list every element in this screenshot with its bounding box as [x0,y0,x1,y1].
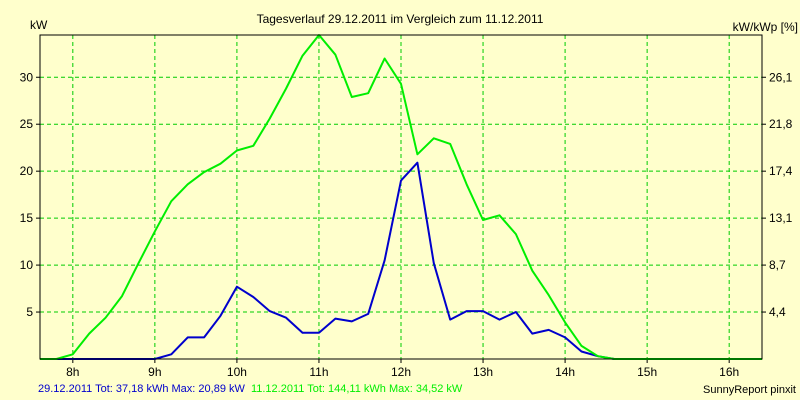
y-tick-label: 5 [26,305,33,319]
y-tick-label: 25 [20,117,34,131]
footer-credit: SunnyReport pinxit [703,384,796,396]
chart-title: Tagesverlauf 29.12.2011 im Vergleich zum… [257,12,544,26]
y-tick-label: 15 [20,211,34,225]
y2-tick-label: 17,4 [769,164,793,178]
y-tick-label: 20 [20,164,34,178]
x-tick-label: 16h [719,365,739,379]
footer-legend: 29.12.2011 Tot: 37,18 kWh Max: 20,89 kW … [38,383,463,395]
x-tick-label: 9h [148,365,161,379]
y-axis-left-label: kW [30,18,48,32]
x-tick-label: 8h [66,365,79,379]
y2-tick-label: 26,1 [769,70,793,84]
x-tick-label: 14h [555,365,575,379]
x-tick-label: 15h [637,365,657,379]
tick-labels: 8h 9h 10h 11h 12h 13h 14h 15h 16h 5 10 15 20 25 30 4,4 8… [20,70,793,379]
y-tick-label: 10 [20,258,34,272]
legend-entry-series-2: 11.12.2011 Tot: 144,11 kWh Max: 34,52 kW [251,383,463,395]
x-tick-label: 13h [473,365,493,379]
y2-tick-label: 8,7 [769,258,786,272]
legend-entry-series-1: 29.12.2011 Tot: 37,18 kWh Max: 20,89 kW [38,383,245,395]
x-tick-label: 11h [309,365,328,379]
x-tick-label: 12h [391,365,411,379]
grid [36,35,766,363]
y-axis-right-label: kW/kWp [%] [733,20,798,34]
y2-tick-label: 4,4 [769,305,786,319]
y-tick-label: 30 [20,70,34,84]
y2-tick-label: 13,1 [769,211,793,225]
x-tick-label: 10h [227,365,247,379]
plot-frame [39,34,763,360]
y2-tick-label: 21,8 [769,117,793,131]
